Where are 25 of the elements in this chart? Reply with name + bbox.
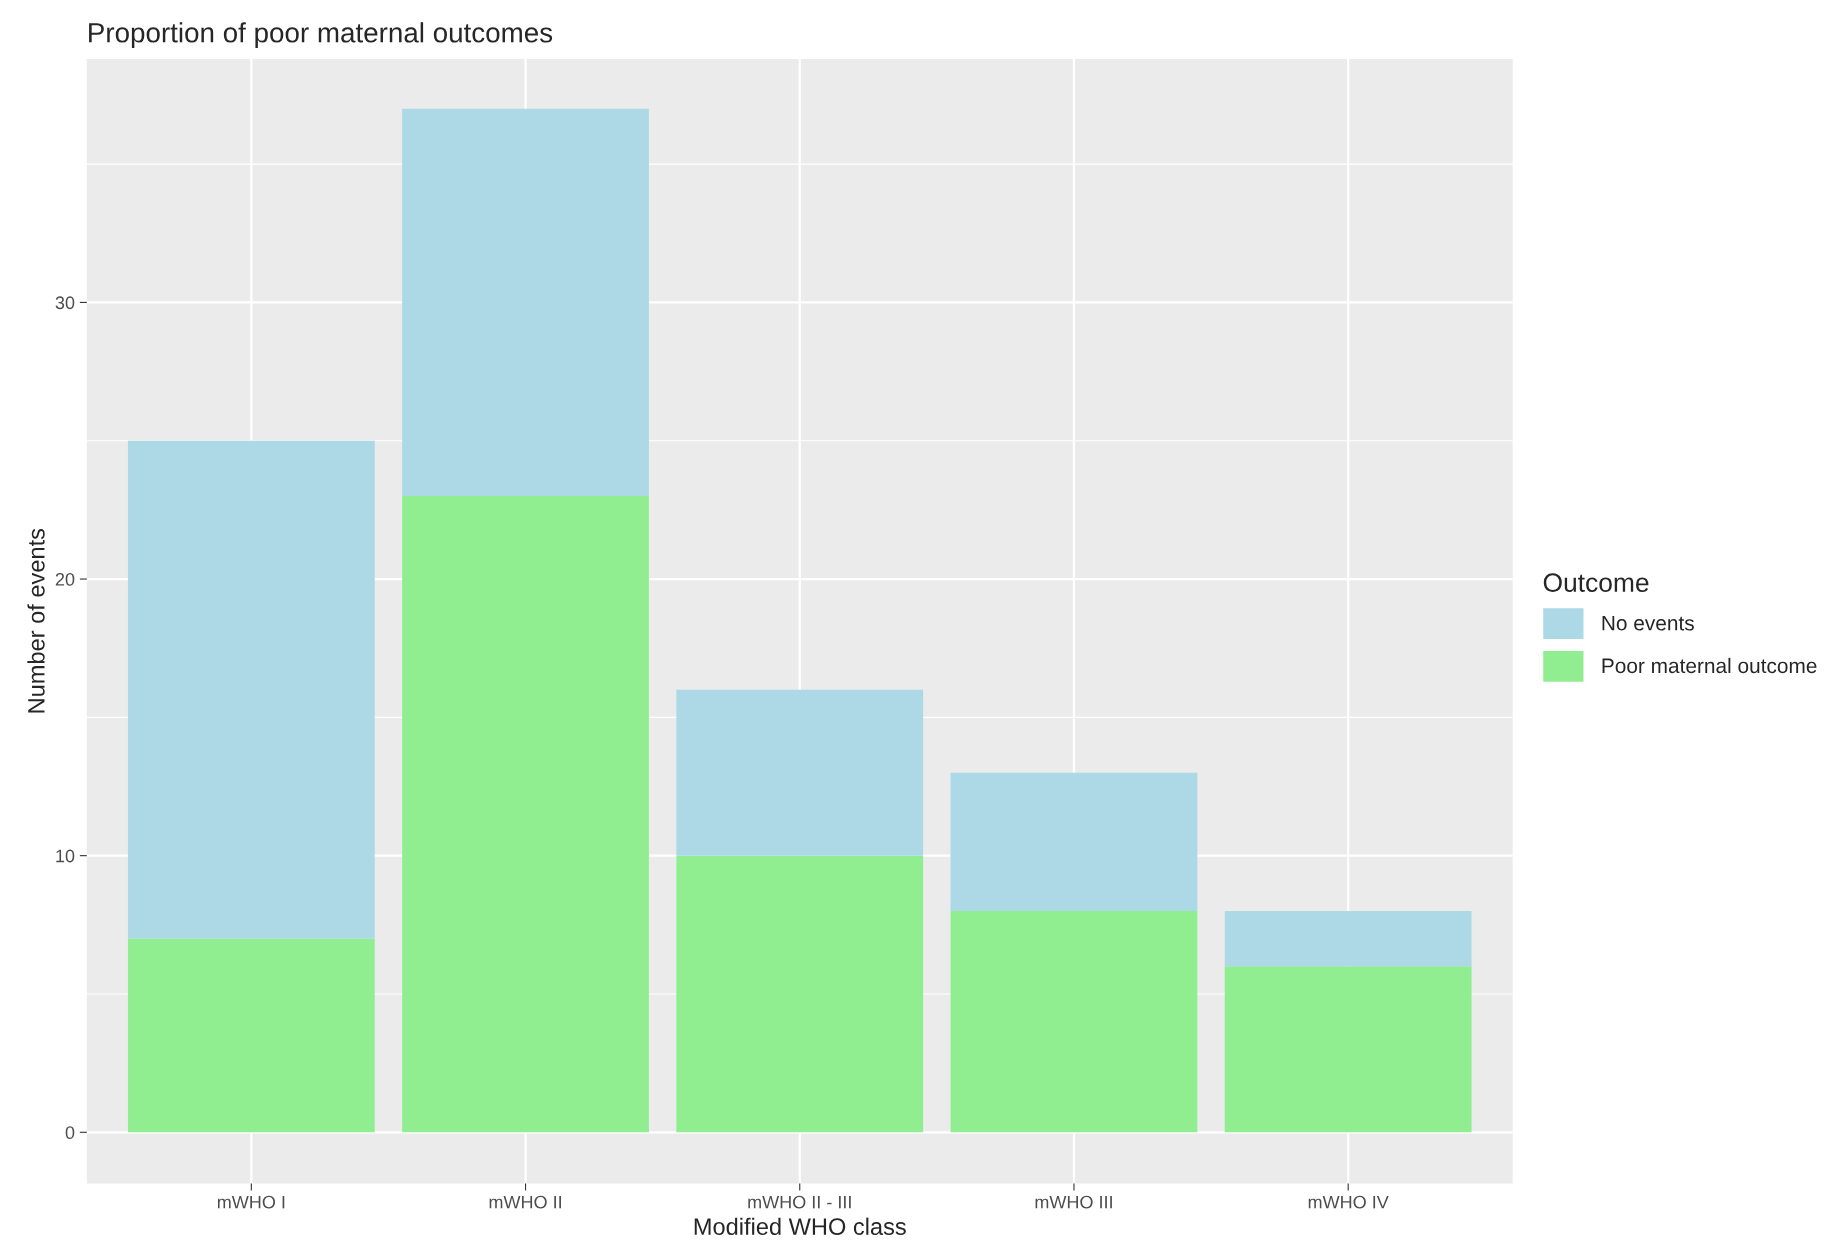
- x-tick-label: mWHO I: [217, 1195, 285, 1209]
- x-axis-title: Modified WHO class: [694, 1217, 906, 1235]
- legend-label: No events: [1602, 615, 1694, 631]
- bar: [950, 910, 1198, 1133]
- bar: [127, 938, 375, 1133]
- y-tick-label: 0: [65, 1126, 75, 1140]
- x-tick-label: mWHO II - III: [748, 1195, 851, 1209]
- chart-title: Proportion of poor maternal outcomes: [89, 22, 553, 49]
- bar: [402, 108, 649, 497]
- y-tick-label: 10: [56, 849, 75, 863]
- y-tick-label: 20: [55, 572, 75, 586]
- legend-title: Outcome: [1543, 573, 1649, 592]
- bar: [1224, 910, 1472, 967]
- x-tick-label: mWHO IV: [1308, 1195, 1389, 1209]
- bar: [402, 496, 649, 1133]
- bar: [950, 772, 1198, 911]
- x-tick-label: mWHO II: [489, 1195, 561, 1209]
- x-tick-label: mWHO III: [1035, 1195, 1112, 1209]
- bar: [676, 689, 924, 856]
- y-tick-label: 30: [55, 296, 75, 310]
- bar: [676, 855, 924, 1133]
- bar: [127, 440, 375, 939]
- y-axis-title: Number of events: [27, 528, 45, 713]
- bar: [1224, 966, 1472, 1133]
- legend-label: Poor maternal outcome: [1602, 657, 1817, 674]
